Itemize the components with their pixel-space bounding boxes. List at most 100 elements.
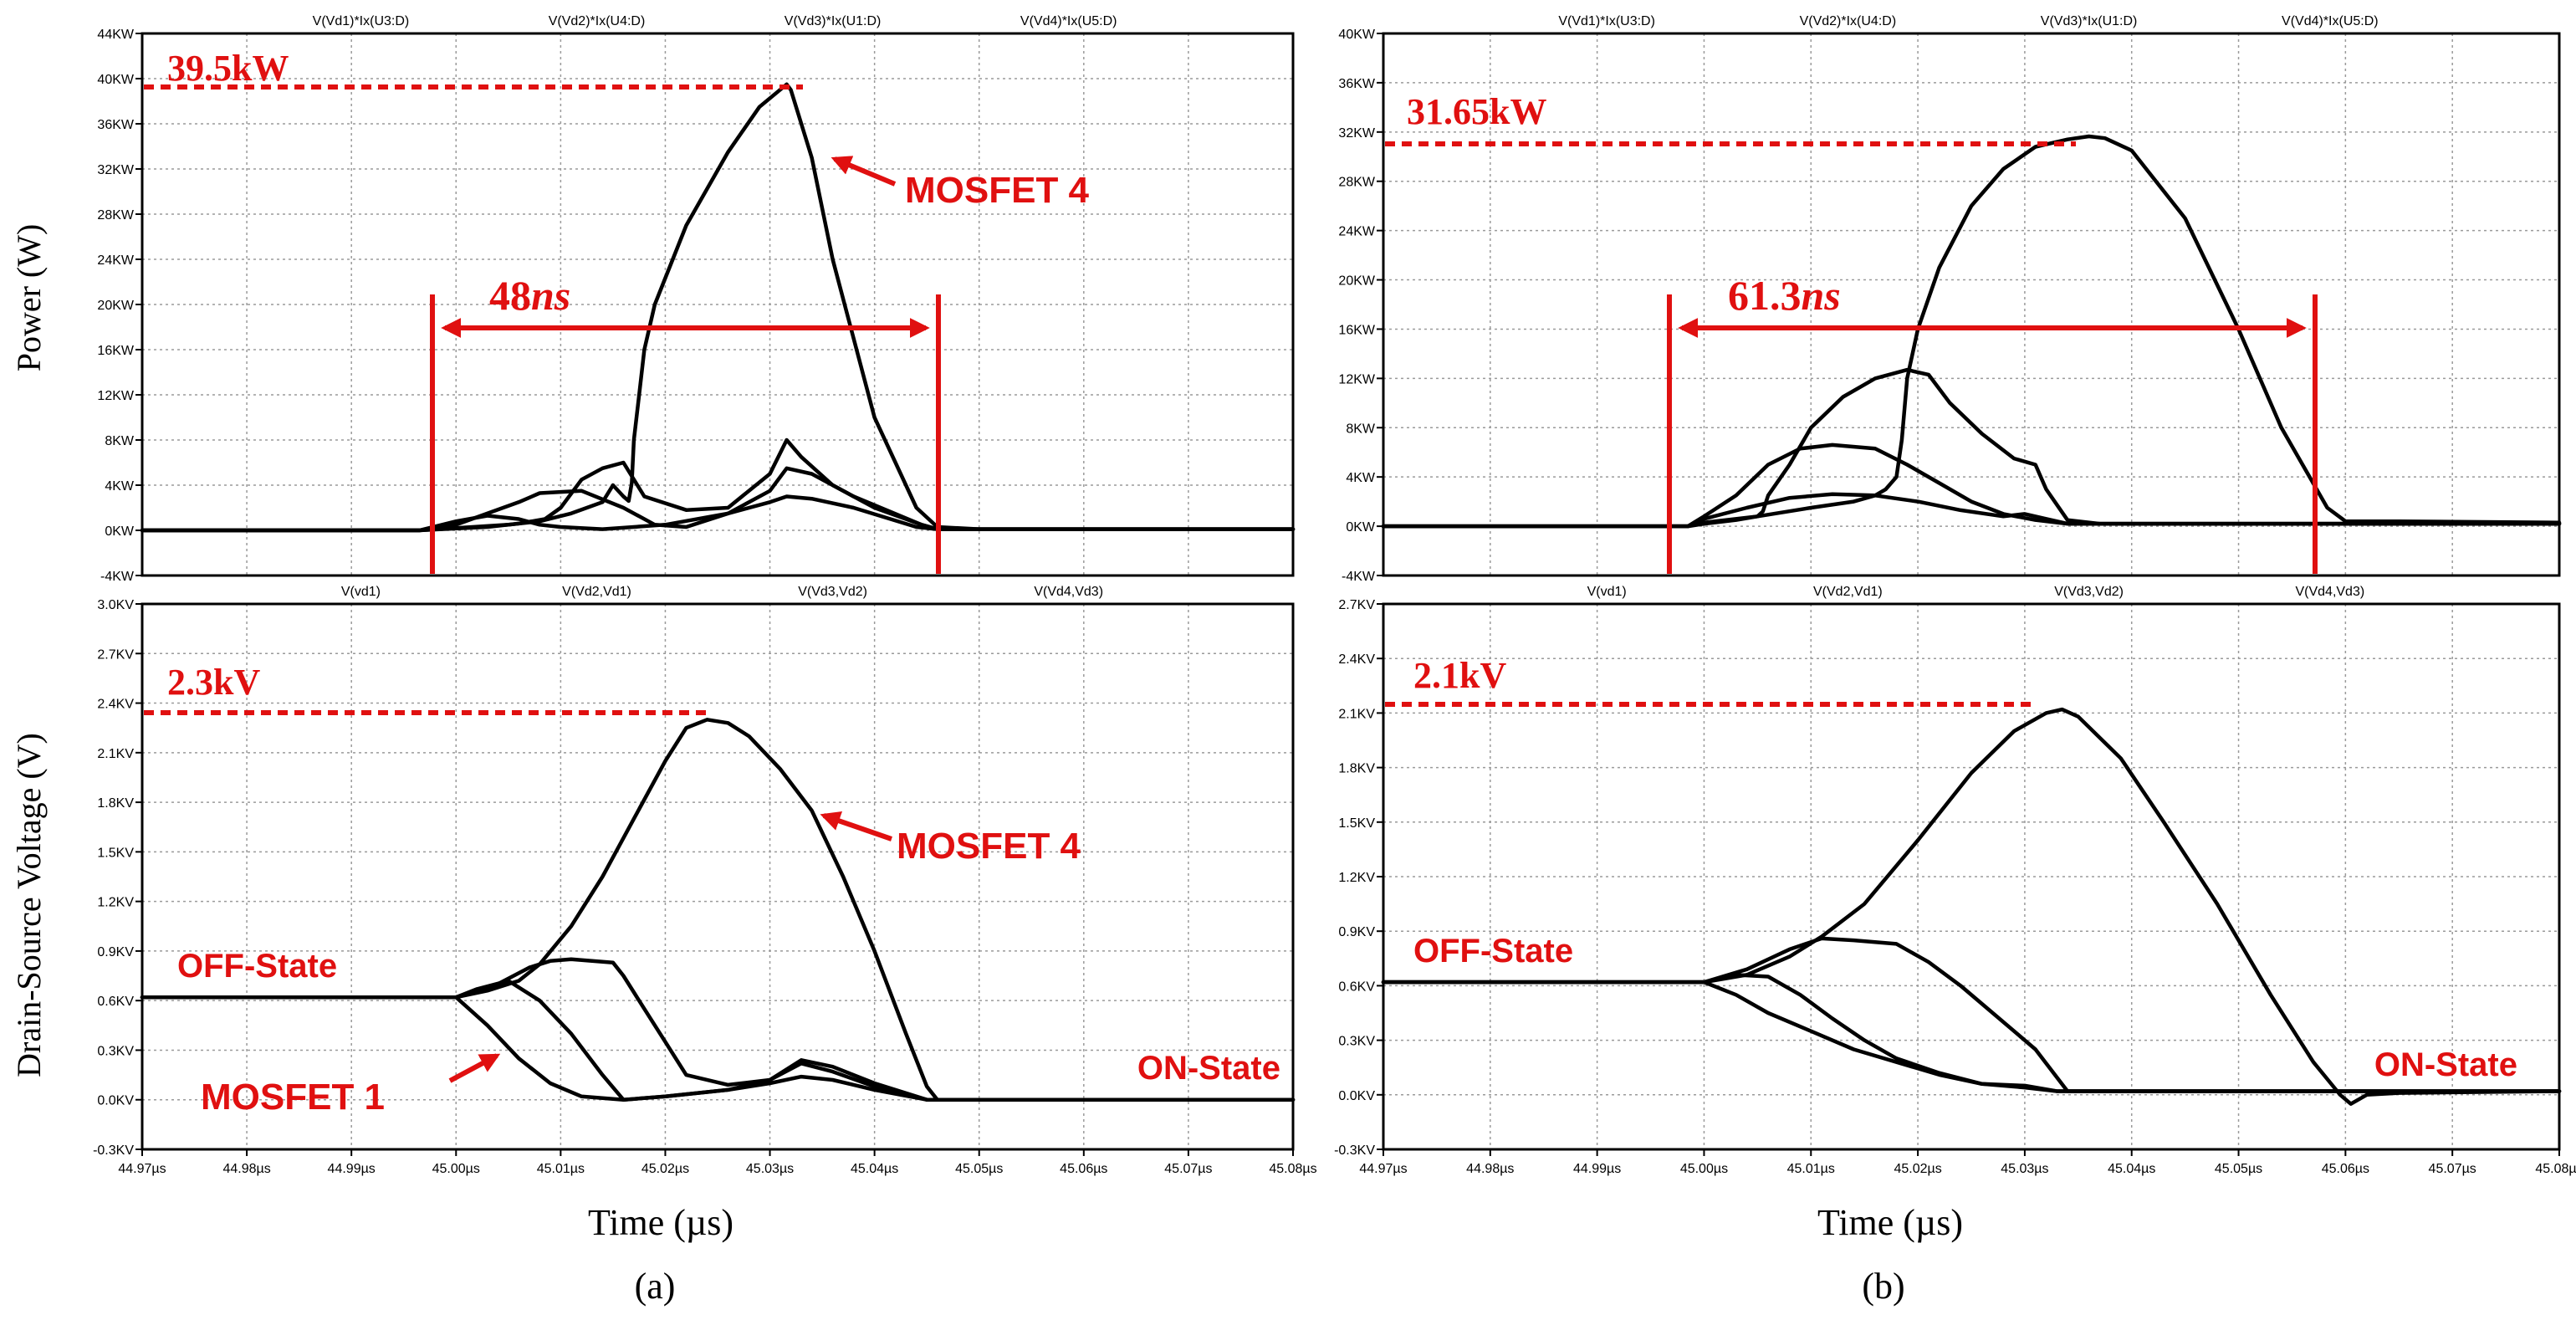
panel-b-power-peak-label: 31.65kW — [1407, 91, 1546, 132]
panel-a-voltage-mosfet4-arrow — [820, 811, 892, 842]
y-tick-label: -4KW — [100, 570, 135, 584]
panel-a-off-state-label: OFF-State — [177, 948, 337, 985]
y-tick-label: 3.0KV — [97, 598, 134, 612]
trace-mosfet-4 — [1381, 707, 2562, 1106]
trace-label: V(vd1) — [341, 585, 381, 599]
y-tick-label: 0.3KV — [97, 1044, 134, 1058]
x-tick-label: 45.01µs — [537, 1162, 585, 1176]
panel-a-power-grid — [142, 33, 1293, 576]
panel-a-voltage-grid — [142, 604, 1293, 1149]
panel-b-off-state-label: OFF-State — [1413, 933, 1573, 969]
y-tick-label: 28KW — [1338, 176, 1375, 190]
panel-b-voltage-yticks: 2.7KV 2.4KV 2.1KV 1.8KV 1.5KV 1.2KV 0.9KV 0.6KV… — [1334, 598, 1383, 1158]
x-tick-label: 45.07µs — [1164, 1162, 1212, 1176]
x-tick-label: 45.06µs — [2322, 1162, 2369, 1176]
y-tick-label: 0.3KV — [1338, 1035, 1375, 1049]
panel-b-power-frame — [1382, 32, 2561, 577]
panel-a-voltage-plot: 3.0KV 2.7KV 2.4KV 2.1KV 1.8KV 1.5KV 1.2KV 0.9KV… — [93, 585, 1296, 1158]
x-tick-label: 44.99µs — [1573, 1162, 1621, 1176]
trace-label: V(Vd2)*Ix(U4:D) — [1800, 14, 1897, 28]
y-tick-label: 2.7KV — [97, 647, 134, 662]
y-tick-label: 32KW — [97, 163, 134, 177]
x-tick-label: 44.98µs — [222, 1162, 270, 1176]
panel-a-interval-value: 48 — [489, 272, 531, 319]
trace-label: V(Vd4)*Ix(U5:D) — [2282, 14, 2379, 28]
trace-mosfet-2 — [140, 466, 1296, 533]
panel-b-xlabel: Time (µs) — [1817, 1202, 1963, 1243]
trace-mosfet-1 — [140, 494, 1296, 533]
y-tick-label: 12KW — [97, 389, 134, 403]
panel-a-voltage-yticks: 3.0KV 2.7KV 2.4KV 2.1KV 1.8KV 1.5KV 1.2KV 0.9KV… — [93, 598, 142, 1158]
x-tick-label: 45.06µs — [1060, 1162, 1107, 1176]
panel-b-voltage-trace-labels: V(vd1) V(Vd2,Vd1) V(Vd3,Vd2) V(Vd4,Vd3) — [1587, 585, 2365, 599]
y-tick-label: 0KW — [105, 524, 135, 539]
panel-a-power-trace-labels: V(Vd1)*Ix(U3:D) V(Vd2)*Ix(U4:D) V(Vd3)*Ix(… — [313, 14, 1117, 28]
trace-mosfet-3 — [140, 957, 1296, 1102]
x-tick-label: 45.00µs — [1680, 1162, 1728, 1176]
y-tick-label: 8KW — [105, 434, 135, 448]
y-tick-label: 40KW — [97, 73, 134, 87]
y-tick-label: 28KW — [97, 208, 134, 223]
trace-label: V(vd1) — [1587, 585, 1627, 599]
y-tick-label: 1.8KV — [1338, 762, 1375, 776]
panel-b-interval-unit: ns — [1802, 272, 1841, 319]
x-tick-label: 45.08µs — [2535, 1162, 2576, 1176]
panel-a-on-state-label: ON-State — [1137, 1050, 1280, 1087]
y-tick-label: 2.4KV — [97, 698, 134, 712]
y-tick-label: 0.0KV — [1338, 1089, 1375, 1103]
y-tick-label: 1.5KV — [97, 846, 134, 860]
y-tick-label: 4KW — [105, 479, 135, 494]
y-tick-label: 36KW — [1338, 77, 1375, 91]
trace-label: V(Vd3)*Ix(U1:D) — [785, 14, 882, 28]
panel-a-voltage-mosfet4-label: MOSFET 4 — [897, 826, 1081, 867]
y-tick-label: 0KW — [1346, 520, 1376, 535]
x-tick-label: 45.01µs — [1787, 1162, 1835, 1176]
y-tick-label: 40KW — [1338, 28, 1375, 42]
panel-b-voltage-annotations: 2.1kV OFF-State ON-State — [1385, 655, 2517, 1083]
trace-label: V(Vd2,Vd1) — [1813, 585, 1883, 599]
y-tick-label: 20KW — [97, 299, 134, 313]
panel-a-mosfet1-arrow — [448, 1053, 501, 1083]
trace-label: V(Vd2,Vd1) — [562, 585, 631, 599]
y-tick-label: 1.8KV — [97, 796, 134, 811]
panel-b-on-state-label: ON-State — [2374, 1046, 2517, 1083]
panel-b-power-plot: 40KW 36KW 32KW 28KW 24KW 20KW 16KW 12KW 8KW 4KW 0K… — [1338, 14, 2562, 584]
trace-label: V(Vd1)*Ix(U3:D) — [1558, 14, 1655, 28]
y-tick-label: 0.9KV — [1338, 925, 1375, 939]
panel-b-power-annotations: 31.65kW 61.3ns — [1385, 91, 2318, 574]
y-tick-label: 32KW — [1338, 126, 1375, 141]
y-tick-label: 0.6KV — [1338, 980, 1375, 994]
y-tick-label: 2.4KV — [1338, 652, 1375, 667]
panel-b-power-yticks: 40KW 36KW 32KW 28KW 24KW 20KW 16KW 12KW 8KW 4KW 0K… — [1338, 28, 1383, 584]
panel-a-mosfet1-label: MOSFET 1 — [201, 1077, 385, 1118]
trace-mosfet-4 — [140, 82, 1296, 533]
y-tick-label: 12KW — [1338, 372, 1375, 386]
y-tick-label: 0.0KV — [97, 1094, 134, 1108]
panel-a-xlabel: Time (µs) — [588, 1202, 733, 1243]
y-tick-label: 24KW — [1338, 225, 1375, 239]
trace-mosfet-4 — [140, 718, 1296, 1102]
trace-mosfet-3 — [1381, 936, 2562, 1093]
y-tick-label: 2.1KV — [1338, 707, 1375, 721]
y-tick-label: 1.2KV — [1338, 871, 1375, 885]
y-tick-label: 4KW — [1346, 471, 1376, 485]
panel-b-voltage-peak-label: 2.1kV — [1413, 655, 1506, 696]
panel-a-voltage-annotations: 2.3kV OFF-State ON-State MOSFET 4 MOSFET… — [144, 662, 1280, 1118]
trace-mosfet-2 — [1381, 443, 2562, 529]
x-tick-label: 45.05µs — [955, 1162, 1003, 1176]
y-tick-label: 16KW — [1338, 323, 1375, 337]
y-tick-label: -0.3KV — [1334, 1143, 1375, 1158]
panel-a-power-yticks: 44KW 40KW 36KW 32KW 28KW 24KW 20KW 16KW 12KW 8KW 4… — [97, 28, 142, 584]
panel-b-voltage-traces — [1381, 707, 2562, 1106]
x-tick-label: 45.04µs — [2108, 1162, 2155, 1176]
panel-b-interval-label: 61.3ns — [1728, 272, 1841, 319]
panel-a-voltage-traces — [140, 718, 1296, 1102]
panel-a-power-mosfet4-arrow — [831, 156, 897, 187]
trace-label: V(Vd3,Vd2) — [2054, 585, 2124, 599]
trace-mosfet-1 — [1381, 492, 2562, 529]
panel-a-caption: (a) — [635, 1266, 676, 1307]
trace-label: V(Vd1)*Ix(U3:D) — [313, 14, 410, 28]
x-tick-label: 45.02µs — [641, 1162, 689, 1176]
x-tick-label: 44.98µs — [1466, 1162, 1514, 1176]
